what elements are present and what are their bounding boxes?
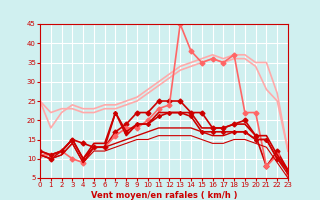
X-axis label: Vent moyen/en rafales ( km/h ): Vent moyen/en rafales ( km/h ) [91,191,237,200]
